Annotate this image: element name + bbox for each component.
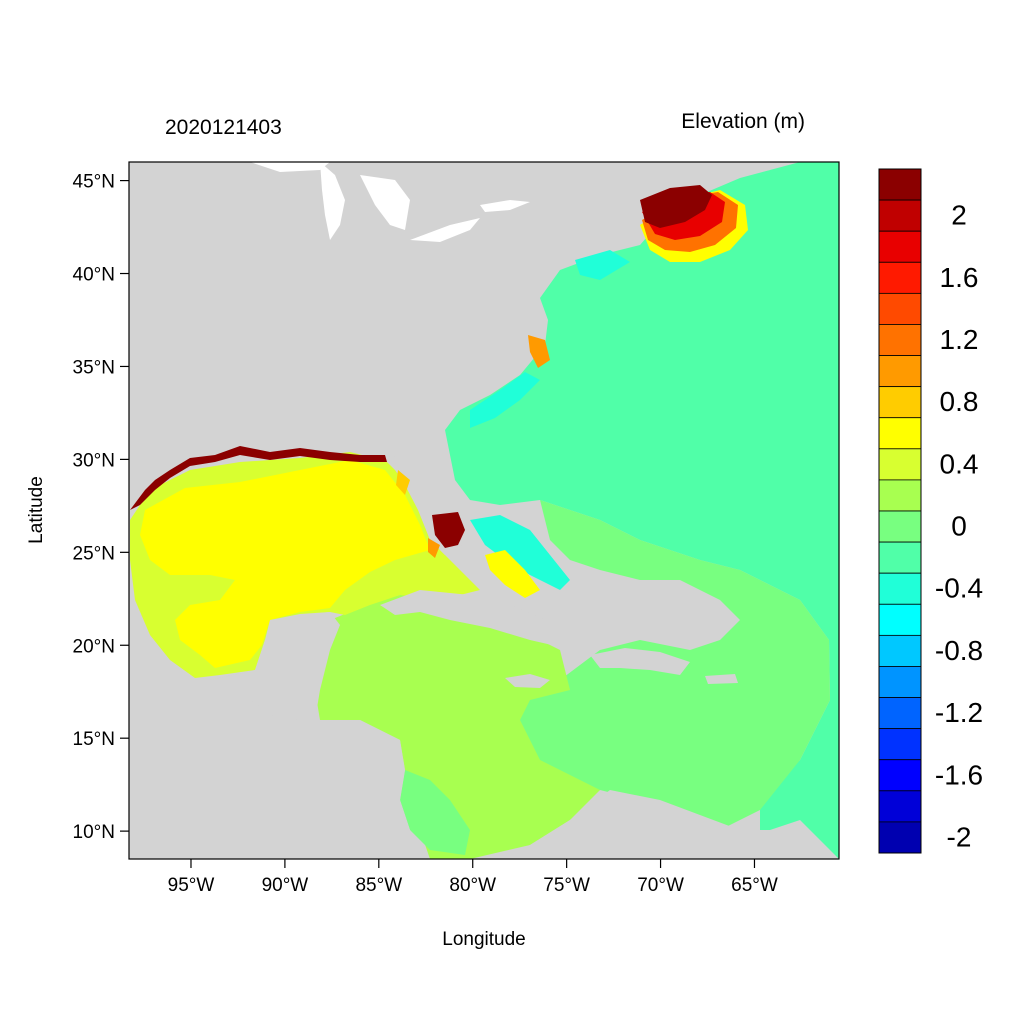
colorbar-swatch-16 — [878, 666, 922, 698]
colorbar-swatch-8 — [878, 417, 922, 450]
colorbar-label-15: -0.8 — [935, 635, 983, 666]
lake-huron — [360, 175, 410, 230]
jamaica — [505, 674, 550, 688]
date-label: 2020121403 — [165, 116, 282, 139]
colorbar-label-1: 2 — [951, 200, 967, 231]
lake-erie — [410, 218, 480, 242]
atlantic-ocean — [445, 162, 839, 859]
x-axis-label: Longitude — [442, 929, 525, 950]
carolina-coast-water — [470, 372, 540, 428]
colorbar-swatch-21 — [878, 821, 922, 854]
lake-superior — [250, 162, 330, 172]
colorbar-swatch-1 — [878, 199, 922, 232]
colorbar-swatch-18 — [878, 728, 922, 761]
new-jersey-coast-water — [575, 250, 630, 280]
map-frame — [128, 161, 840, 860]
colorbar-swatch-10 — [878, 479, 922, 512]
colorbar-frame — [878, 168, 922, 854]
variable-label: Elevation (m) — [681, 110, 805, 133]
colorbar-swatch-13 — [878, 572, 922, 605]
florida-west-coast-surge — [428, 538, 440, 558]
colorbar-swatch-9 — [878, 448, 922, 481]
caribbean-west — [315, 590, 600, 859]
colorbar-swatch-11 — [878, 510, 922, 543]
latitude-axis: 45°N 40°N 35°N 30°N 25°N 20°N 15°N 10°N — [73, 172, 129, 843]
lon-tick-label-4: 75°W — [543, 875, 590, 896]
gulf-coast-surge — [130, 446, 387, 510]
colorbar-swatch-14 — [878, 603, 922, 636]
lon-tick-label-2: 85°W — [355, 875, 402, 896]
colorbar-label-9: 0.4 — [940, 448, 979, 479]
south-florida-surge — [432, 512, 465, 548]
colorbar-swatch-3 — [878, 261, 922, 294]
gulf-of-maine-surge-peak — [640, 185, 712, 228]
lat-tick-label-0: 45°N — [73, 172, 115, 193]
lat-tick-label-1: 40°N — [73, 265, 115, 286]
colorbar-label-13: -0.4 — [935, 573, 983, 604]
lat-tick-label-2: 35°N — [73, 357, 115, 378]
bahamas-bank — [485, 550, 540, 598]
hispaniola — [590, 648, 690, 675]
map-plot-area — [129, 162, 839, 859]
colorbar-label-3: 1.6 — [940, 262, 979, 293]
colorbar-swatch-15 — [878, 634, 922, 667]
colorbar-label-19: -1.6 — [935, 759, 983, 790]
colorbar-swatch-19 — [878, 759, 922, 792]
colorbar-label-11: 0 — [951, 511, 967, 542]
lat-tick-label-4: 25°N — [73, 543, 115, 564]
colorbar-label-17: -1.2 — [935, 697, 983, 728]
colorbar-swatch-12 — [878, 541, 922, 574]
y-axis-label: Latitude — [26, 476, 47, 544]
colorbar: 2 1.6 1.2 0.8 0.4 0 -0.4 -0.8 -1.2 -1.6 -2 — [878, 168, 983, 854]
lon-tick-label-1: 90°W — [262, 875, 309, 896]
south-america — [470, 790, 839, 859]
colorbar-swatch-5 — [878, 324, 922, 356]
lake-michigan — [320, 162, 345, 240]
colorbar-swatch-20 — [878, 790, 922, 823]
colorbar-swatch-17 — [878, 697, 922, 730]
lon-tick-label-0: 95°W — [168, 875, 215, 896]
colorbar-swatch-6 — [878, 355, 922, 388]
lat-tick-label-3: 30°N — [73, 450, 115, 471]
central-america — [129, 700, 430, 859]
florida-bend-surge — [396, 470, 410, 495]
lake-ontario — [480, 200, 530, 212]
lat-tick-label-6: 15°N — [73, 729, 115, 750]
colorbar-swatch-4 — [878, 292, 922, 325]
colorbar-label-5: 1.2 — [940, 324, 979, 355]
lat-tick-label-5: 20°N — [73, 636, 115, 657]
colorbar-label-7: 0.8 — [940, 386, 979, 417]
panama-coast-water — [400, 770, 470, 855]
longitude-axis: 95°W 90°W 85°W 80°W 75°W 70°W 65°W — [168, 859, 778, 896]
colorbar-swatch-7 — [878, 386, 922, 419]
mid-atlantic-coast-surge — [528, 335, 550, 368]
bahamas-water — [470, 515, 570, 590]
gulf-of-mexico-inner — [140, 460, 430, 668]
lat-tick-label-7: 10°N — [73, 822, 115, 843]
colorbar-swatch-2 — [878, 230, 922, 263]
puerto-rico — [705, 674, 738, 684]
cuba — [380, 590, 575, 648]
lon-tick-label-5: 70°W — [637, 875, 684, 896]
yucatan-peninsula — [210, 612, 340, 720]
lon-tick-label-6: 65°W — [731, 875, 778, 896]
lon-tick-label-3: 80°W — [449, 875, 496, 896]
colorbar-swatch-0 — [878, 168, 922, 201]
colorbar-label-21: -2 — [947, 821, 972, 852]
new-england-land — [700, 162, 780, 185]
